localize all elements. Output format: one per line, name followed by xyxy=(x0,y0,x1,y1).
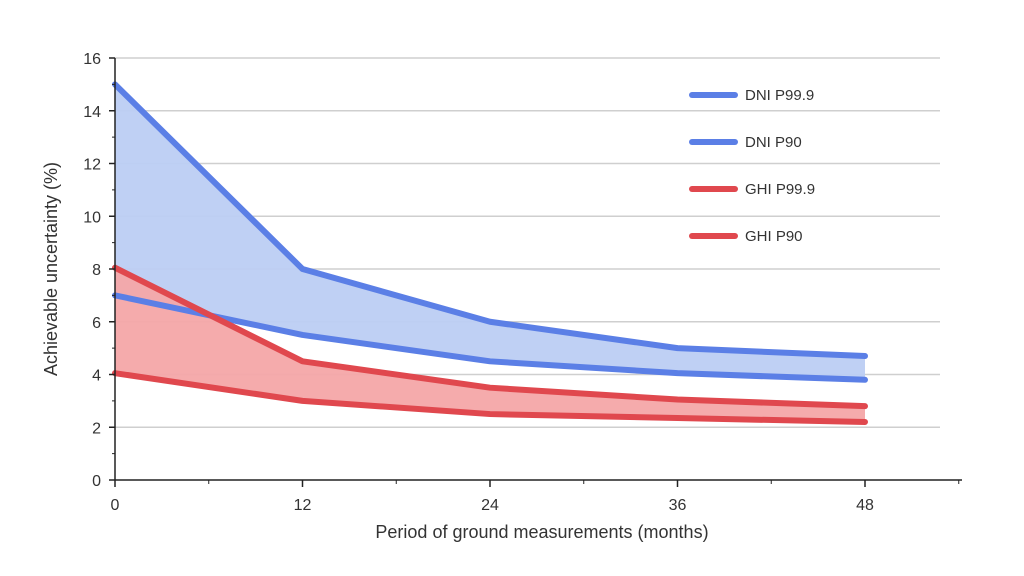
uncertainty-bands xyxy=(115,84,865,422)
y-tick-label: 8 xyxy=(92,262,101,279)
y-tick-label: 10 xyxy=(83,209,101,226)
y-tick-label: 16 xyxy=(83,51,101,68)
legend-label: DNI P90 xyxy=(745,134,802,151)
series-line-dni-p90 xyxy=(112,292,868,383)
legend-label: GHI P90 xyxy=(745,228,803,245)
y-tick-label: 14 xyxy=(83,104,101,121)
series-line-ghi-p99-9 xyxy=(112,264,868,410)
legend: DNI P99.9 DNI P90 GHI P99.9 GHI P90 xyxy=(689,87,815,245)
y-tick-label: 0 xyxy=(92,473,101,490)
band-ghi xyxy=(115,267,865,422)
y-tick-label: 6 xyxy=(92,315,101,332)
x-tick-label: 24 xyxy=(481,497,499,514)
series-lines xyxy=(112,81,868,425)
y-tick-label: 4 xyxy=(92,368,101,385)
axes xyxy=(109,57,962,487)
series-line-dni-p99-9 xyxy=(112,81,868,360)
x-tick-label: 0 xyxy=(111,497,120,514)
x-tick-label: 12 xyxy=(294,497,312,514)
y-tick-label: 12 xyxy=(83,157,101,174)
y-axis-label: Achievable uncertainty (%) xyxy=(41,162,61,376)
x-axis-label: Period of ground measurements (months) xyxy=(375,522,708,542)
y-tick-label: 2 xyxy=(92,420,101,437)
legend-label: GHI P99.9 xyxy=(745,181,815,198)
x-tick-label: 36 xyxy=(669,497,687,514)
x-tick-label: 48 xyxy=(856,497,874,514)
legend-label: DNI P99.9 xyxy=(745,87,814,104)
series-line-ghi-p90 xyxy=(112,370,868,425)
band-dni xyxy=(115,84,865,380)
